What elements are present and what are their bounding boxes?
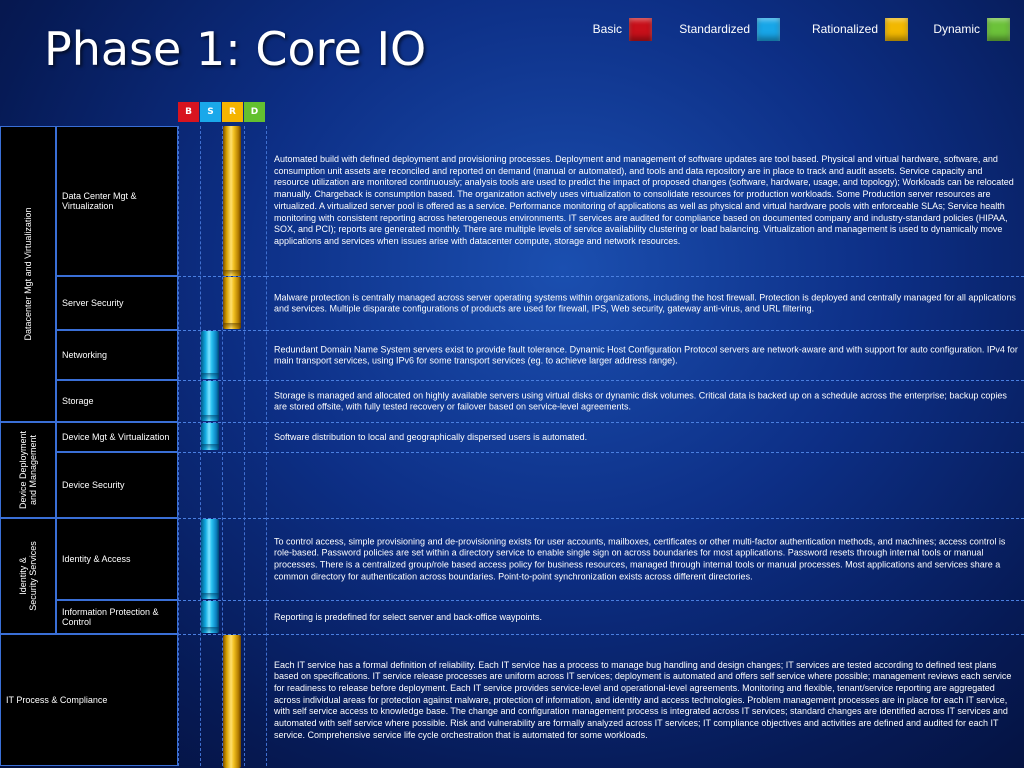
column-header-basic: B (178, 102, 199, 122)
legend-label: Rationalized (811, 22, 878, 36)
row-label-info-protection: Information Protection & Control (56, 600, 178, 634)
basic-swatch (629, 18, 652, 41)
row-label: Data Center Mgt & Virtualization (62, 191, 137, 211)
row-description-networking: Redundant Domain Name System servers exi… (266, 330, 1024, 380)
row-label: Information Protection & Control (62, 607, 159, 627)
description-text: Software distribution to local and geogr… (274, 431, 588, 442)
category-identity: Identity & Security Services (0, 518, 56, 634)
column-guide (200, 126, 201, 766)
maturity-bar-networking (201, 331, 219, 379)
dynamic-swatch (987, 18, 1010, 41)
column-guide (266, 126, 267, 766)
description-text: Storage is managed and allocated on high… (274, 389, 1007, 412)
maturity-bar-info-protection (201, 601, 219, 633)
row-label-storage: Storage (56, 380, 178, 422)
description-text: Malware protection is centrally managed … (274, 291, 1016, 314)
column-header-standardized: S (200, 102, 221, 122)
standardized-swatch (757, 18, 780, 41)
row-description-device-mgt: Software distribution to local and geogr… (266, 422, 1024, 452)
rationalized-swatch (885, 18, 908, 41)
legend-standardized: Standardized (678, 18, 780, 42)
row-description-server-security: Malware protection is centrally managed … (266, 276, 1024, 330)
maturity-bar-storage (201, 381, 219, 421)
category-label: Identity & Security Services (18, 541, 38, 611)
category-label: Datacenter Mgt and Virtualization (23, 207, 33, 341)
legend-basic: Basic (592, 18, 652, 42)
row-label: Device Mgt & Virtualization (62, 432, 170, 442)
maturity-bar-server-security (223, 277, 241, 329)
description-text: Reporting is predefined for select serve… (274, 611, 542, 622)
description-text: Each IT service has a formal definition … (274, 659, 1012, 740)
page-title: Phase 1: Core IO (44, 22, 427, 76)
description-text: Automated build with defined deployment … (274, 154, 1014, 247)
row-label-device-mgt: Device Mgt & Virtualization (56, 422, 178, 452)
category-label: IT Process & Compliance (6, 695, 108, 705)
column-guide (244, 126, 245, 766)
maturity-bar-identity-access (201, 519, 219, 599)
category-datacenter: Datacenter Mgt and Virtualization (0, 126, 56, 422)
row-description-it-process: Each IT service has a formal definition … (266, 634, 1024, 766)
legend-label: Standardized (679, 22, 750, 36)
row-description-datacenter-mgt: Automated build with defined deployment … (266, 126, 1024, 276)
row-label: Device Security (62, 480, 125, 490)
legend-rationalized: Rationalized (810, 18, 908, 42)
row-label: Storage (62, 396, 94, 406)
legend-label: Basic (592, 22, 622, 36)
row-label-identity-access: Identity & Access (56, 518, 178, 600)
maturity-bar-datacenter-mgt (223, 126, 241, 276)
legend-dynamic: Dynamic (932, 18, 1010, 42)
column-header-dynamic: D (244, 102, 265, 122)
category-device: Device Deployment and Management (0, 422, 56, 518)
category-label: Device Deployment and Management (18, 430, 38, 510)
column-header-rationalized: R (222, 102, 243, 122)
row-description-storage: Storage is managed and allocated on high… (266, 380, 1024, 422)
maturity-bar-it-process (223, 635, 241, 768)
row-label-networking: Networking (56, 330, 178, 380)
row-label: Networking (62, 350, 108, 360)
description-text: To control access, simple provisioning a… (274, 536, 1006, 582)
column-guide (178, 126, 179, 766)
capability-grid: Datacenter Mgt and Virtualization Device… (0, 126, 1024, 766)
row-label-datacenter-mgt: Data Center Mgt & Virtualization (56, 126, 178, 276)
row-label: Identity & Access (62, 554, 131, 564)
row-description-info-protection: Reporting is predefined for select serve… (266, 600, 1024, 634)
column-guide (222, 126, 223, 766)
legend-label: Dynamic (933, 22, 980, 36)
description-text: Redundant Domain Name System servers exi… (274, 343, 1018, 366)
category-it-process: IT Process & Compliance (0, 634, 178, 766)
row-description-device-security (266, 452, 1024, 518)
maturity-bar-device-mgt (201, 423, 219, 450)
row-label-server-security: Server Security (56, 276, 178, 330)
row-label-device-security: Device Security (56, 452, 178, 518)
row-description-identity-access: To control access, simple provisioning a… (266, 518, 1024, 600)
row-label: Server Security (62, 298, 124, 308)
